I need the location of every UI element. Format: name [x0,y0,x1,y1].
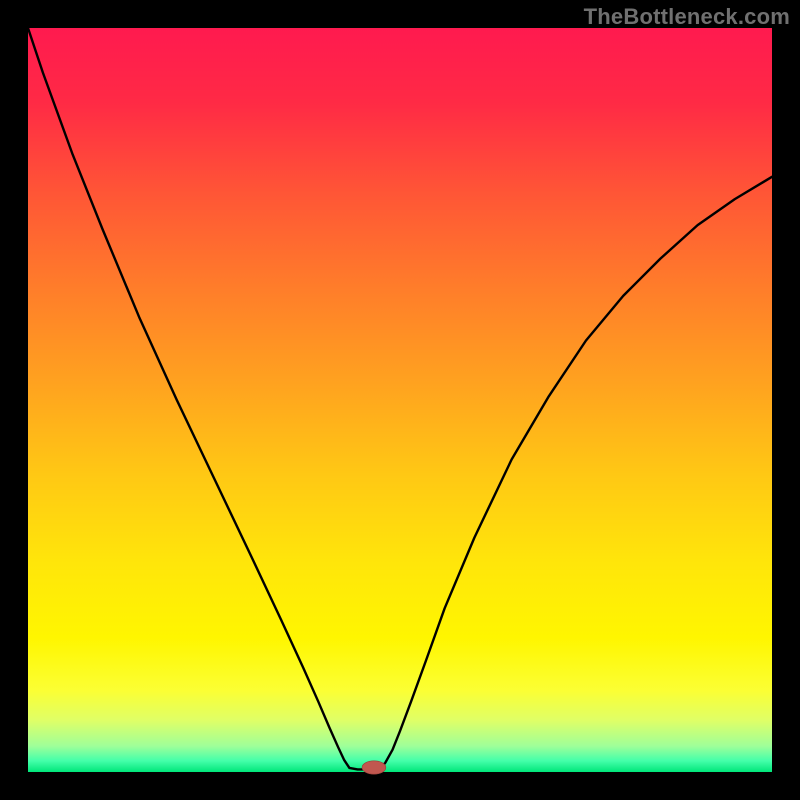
chart-plot-bg [28,28,772,772]
watermark-text: TheBottleneck.com [584,4,790,30]
chart-container: TheBottleneck.com [0,0,800,800]
optimal-marker [362,761,386,774]
bottleneck-chart [0,0,800,800]
